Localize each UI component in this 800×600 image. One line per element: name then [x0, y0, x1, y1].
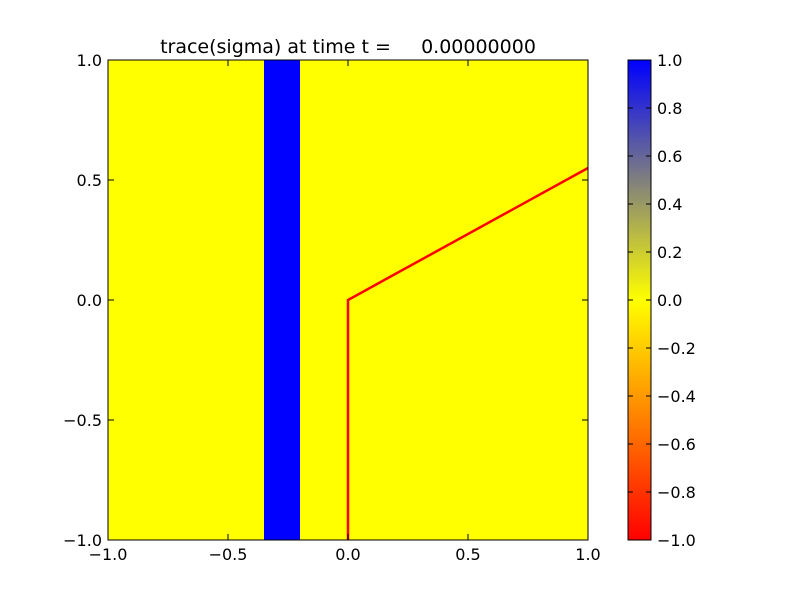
x-tick-label: −1.0 [89, 545, 128, 564]
colorbar-tick-label: 0.2 [657, 243, 682, 262]
colorbar-tick-label: 0.4 [657, 195, 682, 214]
colorbar-tick-label: −0.4 [657, 387, 696, 406]
overlay-line [346, 166, 589, 540]
y-tick-label: −1.0 [63, 531, 102, 550]
y-tick-label: 0.0 [77, 291, 102, 310]
colorbar-tick-label: 1.0 [657, 51, 682, 70]
plot-area [107, 59, 589, 541]
colorbar-tick-label: −0.6 [657, 435, 696, 454]
colorbar-tick-label: 0.6 [657, 147, 682, 166]
colorbar-tick-label: −1.0 [657, 531, 696, 550]
x-tick-label: 1.0 [575, 545, 600, 564]
x-axis: −1.0 −0.5 0.0 0.5 1.0 [89, 60, 601, 564]
colorbar-tick-label: −0.2 [657, 339, 696, 358]
x-tick-label: 0.5 [455, 545, 480, 564]
y-axis: 1.0 0.5 0.0 −0.5 −1.0 [63, 51, 588, 550]
field-band-0 [264, 60, 300, 540]
y-tick-label: 0.5 [77, 171, 102, 190]
colorbar: 1.0 0.8 0.6 0.4 0.2 0.0 −0.2 −0.4 −0.6 −0.8 −1.0 [627, 51, 696, 550]
x-tick-label: 0.0 [335, 545, 360, 564]
colorbar-tick-label: 0.0 [657, 291, 682, 310]
y-tick-label: 1.0 [77, 51, 102, 70]
chart-title: trace(sigma) at time t = 0.00000000 [160, 36, 536, 58]
colorbar-tick-label: 0.8 [657, 99, 682, 118]
x-tick-label: −0.5 [209, 545, 248, 564]
y-tick-label: −0.5 [63, 411, 102, 430]
colorbar-tick-label: −0.8 [657, 483, 696, 502]
